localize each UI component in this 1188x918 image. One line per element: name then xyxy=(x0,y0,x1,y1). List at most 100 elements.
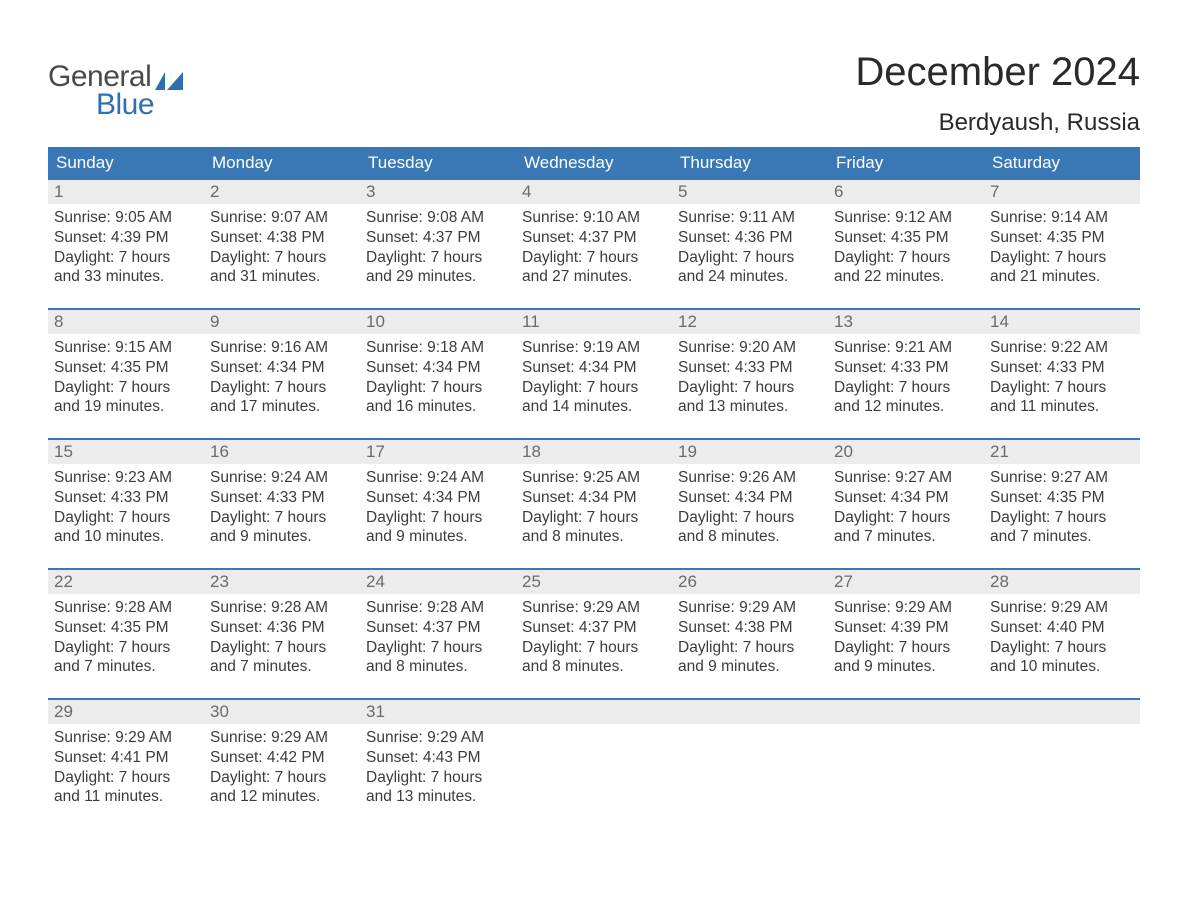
sunrise-line: Sunrise: 9:25 AM xyxy=(522,468,666,488)
weekday-header: Saturday xyxy=(984,147,1140,180)
day-number: 7 xyxy=(984,180,1140,204)
daylight-line-1: Daylight: 7 hours xyxy=(54,768,198,788)
calendar-day: 23Sunrise: 9:28 AMSunset: 4:36 PMDayligh… xyxy=(204,570,360,698)
day-body xyxy=(828,724,984,728)
sunset-line: Sunset: 4:39 PM xyxy=(54,228,198,248)
sunset-line: Sunset: 4:33 PM xyxy=(990,358,1134,378)
daylight-line-1: Daylight: 7 hours xyxy=(210,768,354,788)
day-body: Sunrise: 9:18 AMSunset: 4:34 PMDaylight:… xyxy=(360,334,516,417)
sunset-line: Sunset: 4:38 PM xyxy=(210,228,354,248)
calendar-day xyxy=(516,700,672,828)
daylight-line-1: Daylight: 7 hours xyxy=(210,248,354,268)
calendar-day: 27Sunrise: 9:29 AMSunset: 4:39 PMDayligh… xyxy=(828,570,984,698)
sunrise-line: Sunrise: 9:08 AM xyxy=(366,208,510,228)
sunrise-line: Sunrise: 9:11 AM xyxy=(678,208,822,228)
day-number: 26 xyxy=(672,570,828,594)
daylight-line-1: Daylight: 7 hours xyxy=(678,508,822,528)
day-body xyxy=(516,724,672,728)
calendar-week: 22Sunrise: 9:28 AMSunset: 4:35 PMDayligh… xyxy=(48,568,1140,698)
day-body: Sunrise: 9:16 AMSunset: 4:34 PMDaylight:… xyxy=(204,334,360,417)
sunset-line: Sunset: 4:41 PM xyxy=(54,748,198,768)
day-body: Sunrise: 9:15 AMSunset: 4:35 PMDaylight:… xyxy=(48,334,204,417)
day-number xyxy=(672,700,828,724)
day-body xyxy=(672,724,828,728)
daylight-line-1: Daylight: 7 hours xyxy=(678,248,822,268)
daylight-line-1: Daylight: 7 hours xyxy=(678,378,822,398)
day-number: 14 xyxy=(984,310,1140,334)
day-number: 17 xyxy=(360,440,516,464)
sunrise-line: Sunrise: 9:29 AM xyxy=(678,598,822,618)
day-body: Sunrise: 9:29 AMSunset: 4:40 PMDaylight:… xyxy=(984,594,1140,677)
sunrise-line: Sunrise: 9:29 AM xyxy=(366,728,510,748)
calendar-week: 15Sunrise: 9:23 AMSunset: 4:33 PMDayligh… xyxy=(48,438,1140,568)
day-body: Sunrise: 9:27 AMSunset: 4:35 PMDaylight:… xyxy=(984,464,1140,547)
sunrise-line: Sunrise: 9:19 AM xyxy=(522,338,666,358)
calendar-day: 26Sunrise: 9:29 AMSunset: 4:38 PMDayligh… xyxy=(672,570,828,698)
calendar-day: 29Sunrise: 9:29 AMSunset: 4:41 PMDayligh… xyxy=(48,700,204,828)
day-number: 18 xyxy=(516,440,672,464)
daylight-line-2: and 19 minutes. xyxy=(54,397,198,417)
calendar-day xyxy=(672,700,828,828)
sunrise-line: Sunrise: 9:05 AM xyxy=(54,208,198,228)
day-body: Sunrise: 9:29 AMSunset: 4:39 PMDaylight:… xyxy=(828,594,984,677)
brand-shape-icon xyxy=(155,72,183,90)
weekday-header: Tuesday xyxy=(360,147,516,180)
day-body: Sunrise: 9:24 AMSunset: 4:33 PMDaylight:… xyxy=(204,464,360,547)
daylight-line-2: and 12 minutes. xyxy=(834,397,978,417)
sunset-line: Sunset: 4:33 PM xyxy=(834,358,978,378)
day-body: Sunrise: 9:20 AMSunset: 4:33 PMDaylight:… xyxy=(672,334,828,417)
daylight-line-2: and 14 minutes. xyxy=(522,397,666,417)
day-body: Sunrise: 9:22 AMSunset: 4:33 PMDaylight:… xyxy=(984,334,1140,417)
calendar-week: 29Sunrise: 9:29 AMSunset: 4:41 PMDayligh… xyxy=(48,698,1140,828)
calendar-day: 8Sunrise: 9:15 AMSunset: 4:35 PMDaylight… xyxy=(48,310,204,438)
day-body: Sunrise: 9:29 AMSunset: 4:42 PMDaylight:… xyxy=(204,724,360,807)
daylight-line-2: and 7 minutes. xyxy=(834,527,978,547)
title-block: December 2024 Berdyaush, Russia xyxy=(855,50,1140,137)
day-number: 2 xyxy=(204,180,360,204)
daylight-line-2: and 24 minutes. xyxy=(678,267,822,287)
sunrise-line: Sunrise: 9:28 AM xyxy=(366,598,510,618)
month-title: December 2024 xyxy=(855,50,1140,95)
daylight-line-1: Daylight: 7 hours xyxy=(522,508,666,528)
sunrise-line: Sunrise: 9:29 AM xyxy=(522,598,666,618)
day-number: 21 xyxy=(984,440,1140,464)
daylight-line-2: and 10 minutes. xyxy=(990,657,1134,677)
daylight-line-2: and 13 minutes. xyxy=(366,787,510,807)
weekday-header: Sunday xyxy=(48,147,204,180)
sunset-line: Sunset: 4:39 PM xyxy=(834,618,978,638)
sunrise-line: Sunrise: 9:28 AM xyxy=(210,598,354,618)
sunset-line: Sunset: 4:36 PM xyxy=(210,618,354,638)
sunset-line: Sunset: 4:34 PM xyxy=(522,488,666,508)
daylight-line-2: and 31 minutes. xyxy=(210,267,354,287)
calendar-day: 2Sunrise: 9:07 AMSunset: 4:38 PMDaylight… xyxy=(204,180,360,308)
day-number xyxy=(516,700,672,724)
daylight-line-1: Daylight: 7 hours xyxy=(834,508,978,528)
sunrise-line: Sunrise: 9:23 AM xyxy=(54,468,198,488)
day-number: 12 xyxy=(672,310,828,334)
day-number: 6 xyxy=(828,180,984,204)
day-body: Sunrise: 9:08 AMSunset: 4:37 PMDaylight:… xyxy=(360,204,516,287)
sunrise-line: Sunrise: 9:22 AM xyxy=(990,338,1134,358)
daylight-line-1: Daylight: 7 hours xyxy=(54,248,198,268)
day-number xyxy=(828,700,984,724)
sunrise-line: Sunrise: 9:12 AM xyxy=(834,208,978,228)
daylight-line-2: and 7 minutes. xyxy=(54,657,198,677)
day-body: Sunrise: 9:26 AMSunset: 4:34 PMDaylight:… xyxy=(672,464,828,547)
sunrise-line: Sunrise: 9:26 AM xyxy=(678,468,822,488)
day-number: 13 xyxy=(828,310,984,334)
calendar-day: 4Sunrise: 9:10 AMSunset: 4:37 PMDaylight… xyxy=(516,180,672,308)
calendar-day: 28Sunrise: 9:29 AMSunset: 4:40 PMDayligh… xyxy=(984,570,1140,698)
daylight-line-2: and 13 minutes. xyxy=(678,397,822,417)
daylight-line-2: and 9 minutes. xyxy=(678,657,822,677)
day-body: Sunrise: 9:28 AMSunset: 4:35 PMDaylight:… xyxy=(48,594,204,677)
calendar-week: 8Sunrise: 9:15 AMSunset: 4:35 PMDaylight… xyxy=(48,308,1140,438)
day-body xyxy=(984,724,1140,728)
day-number: 24 xyxy=(360,570,516,594)
sunrise-line: Sunrise: 9:29 AM xyxy=(54,728,198,748)
sunset-line: Sunset: 4:34 PM xyxy=(210,358,354,378)
calendar-day: 16Sunrise: 9:24 AMSunset: 4:33 PMDayligh… xyxy=(204,440,360,568)
daylight-line-2: and 12 minutes. xyxy=(210,787,354,807)
day-number: 8 xyxy=(48,310,204,334)
daylight-line-1: Daylight: 7 hours xyxy=(834,638,978,658)
day-number: 3 xyxy=(360,180,516,204)
